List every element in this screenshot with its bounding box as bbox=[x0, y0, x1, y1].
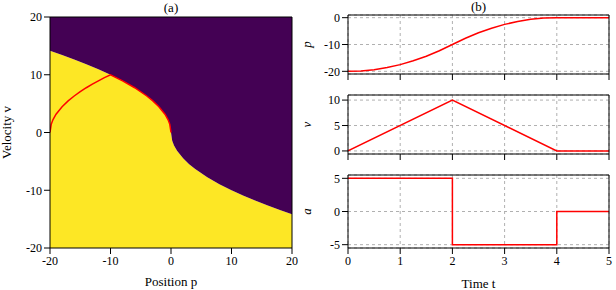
svg-text:2: 2 bbox=[449, 254, 455, 268]
html-text:(a): (a) bbox=[163, 0, 179, 15]
svg-text:Position p: Position p bbox=[145, 274, 197, 289]
svg-text:5: 5 bbox=[334, 172, 340, 186]
svg-text:v: v bbox=[300, 121, 314, 127]
svg-text:5: 5 bbox=[606, 254, 608, 268]
svg-text:20: 20 bbox=[30, 10, 42, 24]
svg-text:20: 20 bbox=[286, 254, 298, 268]
svg-text:3: 3 bbox=[502, 254, 508, 268]
svg-text:0: 0 bbox=[168, 254, 174, 268]
html-text:(b): (b) bbox=[470, 0, 487, 14]
svg-text:Time t: Time t bbox=[462, 276, 496, 290]
svg-text:p: p bbox=[300, 41, 314, 49]
svg-text:-10: -10 bbox=[103, 254, 119, 268]
svg-text:-10: -10 bbox=[26, 184, 42, 198]
svg-text:a: a bbox=[300, 208, 314, 215]
svg-text:0: 0 bbox=[345, 254, 351, 268]
svg-text:0: 0 bbox=[334, 205, 340, 219]
svg-text:4: 4 bbox=[554, 254, 560, 268]
svg-text:Velocity v: Velocity v bbox=[8, 105, 14, 159]
svg-text:10: 10 bbox=[328, 93, 340, 107]
svg-text:-20: -20 bbox=[42, 254, 58, 268]
svg-text:-20: -20 bbox=[26, 241, 42, 255]
svg-text:0: 0 bbox=[334, 144, 340, 158]
svg-text:10: 10 bbox=[226, 254, 238, 268]
svg-text:0: 0 bbox=[36, 126, 42, 140]
svg-text:0: 0 bbox=[334, 11, 340, 25]
svg-text:-5: -5 bbox=[330, 238, 340, 252]
svg-text:10: 10 bbox=[30, 68, 42, 82]
svg-text:-20: -20 bbox=[324, 65, 340, 79]
svg-text:1: 1 bbox=[397, 254, 403, 268]
svg-text:-10: -10 bbox=[324, 38, 340, 52]
svg-text:5: 5 bbox=[334, 119, 340, 133]
